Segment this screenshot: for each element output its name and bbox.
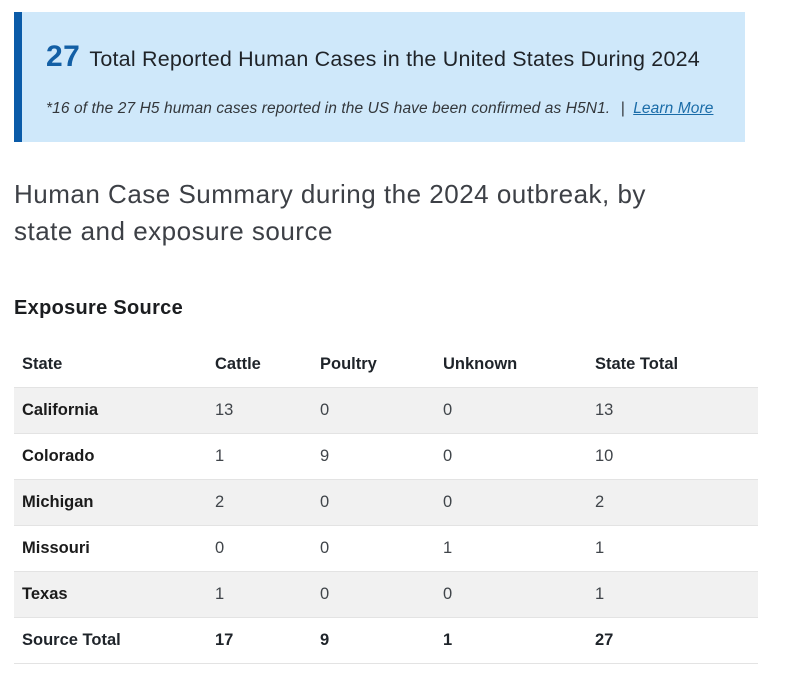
cattle-total: 17 xyxy=(215,630,234,649)
case-count: 27 xyxy=(46,40,81,73)
grand-total: 27 xyxy=(595,630,614,649)
section-title-exposure-source: Exposure Source xyxy=(14,296,184,319)
table-row: Texas 1 0 0 1 xyxy=(14,571,758,618)
exposure-source-table: State Cattle Poultry Unknown State Total… xyxy=(14,343,758,664)
callout-footnote: *16 of the 27 H5 human cases reported in… xyxy=(46,100,719,118)
unknown-total: 1 xyxy=(443,630,453,649)
state-name: Texas xyxy=(22,584,68,603)
unknown-value: 0 xyxy=(443,584,453,603)
poultry-value: 0 xyxy=(320,492,330,511)
cattle-value: 1 xyxy=(215,446,225,465)
state-name: Colorado xyxy=(22,446,95,465)
poultry-value: 0 xyxy=(320,400,330,419)
column-header-state-total: State Total xyxy=(595,354,679,373)
cattle-value: 13 xyxy=(215,400,234,419)
column-header-poultry: Poultry xyxy=(320,354,377,373)
source-total-label: Source Total xyxy=(22,630,121,649)
learn-more-link[interactable]: Learn More xyxy=(633,100,714,117)
state-total-value: 1 xyxy=(595,538,605,557)
table-row: Colorado 1 9 0 10 xyxy=(14,433,758,479)
poultry-total: 9 xyxy=(320,630,330,649)
poultry-value: 9 xyxy=(320,446,330,465)
unknown-value: 1 xyxy=(443,538,453,557)
state-name: Missouri xyxy=(22,538,90,557)
state-total-value: 10 xyxy=(595,446,614,465)
state-total-value: 1 xyxy=(595,584,605,603)
state-total-value: 13 xyxy=(595,400,614,419)
callout-title: Total Reported Human Cases in the United… xyxy=(89,47,700,71)
summary-callout: 27 Total Reported Human Cases in the Uni… xyxy=(14,12,745,142)
table-row: Michigan 2 0 0 2 xyxy=(14,479,758,526)
cattle-value: 0 xyxy=(215,538,225,557)
poultry-value: 0 xyxy=(320,584,330,603)
state-total-value: 2 xyxy=(595,492,605,511)
state-name: California xyxy=(22,400,99,419)
table-row: California 13 0 0 13 xyxy=(14,387,758,434)
page-title: Human Case Summary during the 2024 outbr… xyxy=(14,179,646,247)
state-name: Michigan xyxy=(22,492,94,511)
footnote-separator: | xyxy=(620,100,625,117)
table-footer-row: Source Total 17 9 1 27 xyxy=(14,617,758,664)
cattle-value: 1 xyxy=(215,584,225,603)
page: 27 Total Reported Human Cases in the Uni… xyxy=(14,12,758,664)
cattle-value: 2 xyxy=(215,492,225,511)
poultry-value: 0 xyxy=(320,538,330,557)
unknown-value: 0 xyxy=(443,492,453,511)
column-header-state: State xyxy=(22,354,63,373)
table-header-row: State Cattle Poultry Unknown State Total xyxy=(14,343,758,388)
table-row: Missouri 0 0 1 1 xyxy=(14,525,758,571)
column-header-cattle: Cattle xyxy=(215,354,261,373)
footnote-text: *16 of the 27 H5 human cases reported in… xyxy=(46,100,611,117)
unknown-value: 0 xyxy=(443,400,453,419)
column-header-unknown: Unknown xyxy=(443,354,518,373)
unknown-value: 0 xyxy=(443,446,453,465)
callout-title-row: 27 Total Reported Human Cases in the Uni… xyxy=(46,40,719,74)
